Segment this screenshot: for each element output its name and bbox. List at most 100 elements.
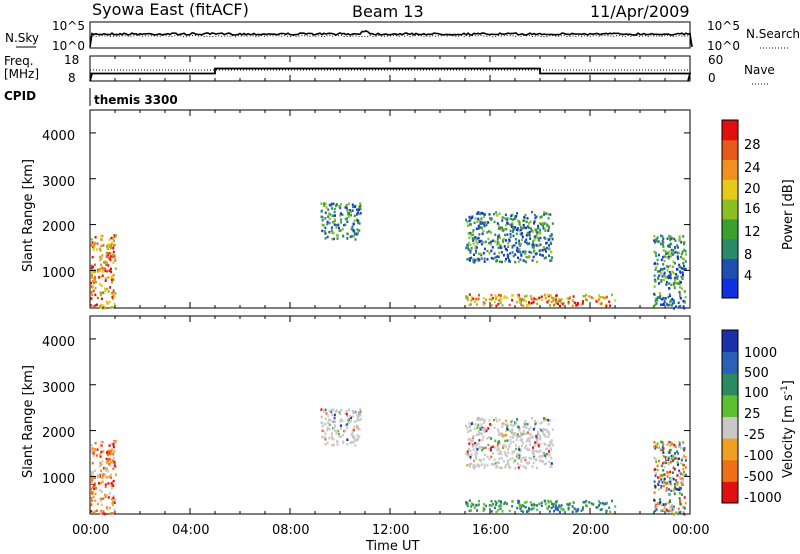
power-echo-cell (661, 235, 664, 238)
velocity-echo-cell (583, 500, 586, 504)
power-echo-cell (539, 253, 541, 256)
velocity-echo-cell (683, 513, 686, 516)
colorbar-swatch (722, 330, 738, 353)
velocity-echo-cell (507, 448, 510, 451)
power-echo-cell (664, 255, 667, 259)
velocity-echo-cell (481, 417, 484, 421)
velocity-echo-cell (533, 444, 536, 448)
velocity-echo-cell (102, 512, 105, 515)
velocity-echo-cell (546, 506, 549, 510)
power-echo-cell (554, 296, 557, 300)
velocity-echo-cell (523, 501, 526, 504)
velocity-echo-cell (344, 429, 347, 432)
colorbar-swatch (722, 278, 738, 299)
velocity-echo-cell (679, 445, 681, 448)
velocity-echo-cell (466, 450, 469, 454)
power-echo-cell (538, 222, 541, 225)
velocity-echo-cell (356, 424, 358, 428)
power-echo-cell (684, 267, 687, 271)
power-echo-cell (567, 302, 570, 305)
velocity-echo-cell (96, 476, 99, 479)
velocity-echo-cell (550, 506, 553, 510)
power-echo-cell (105, 263, 108, 267)
power-echo-cell (353, 219, 356, 222)
velocity-echo-cell (672, 471, 674, 474)
power-echo-cell (479, 222, 482, 225)
velocity-echo-cell (485, 429, 488, 433)
velocity-echo-cell (676, 481, 679, 484)
velocity-echo-cell (95, 454, 98, 457)
power-echo-cell (482, 252, 485, 255)
power-echo-cell (469, 218, 472, 221)
velocity-echo-cell (605, 510, 608, 514)
velocity-ytick-2000: 2000 (42, 426, 75, 441)
power-echo-cell (550, 256, 553, 259)
velocity-echo-cell (539, 437, 542, 440)
power-echo-cell (333, 210, 336, 214)
power-echo-cell (482, 300, 485, 304)
velocity-echo-cell (672, 505, 675, 508)
power-echo-cell (576, 303, 578, 307)
velocity-echo-cell (506, 439, 509, 442)
velocity-echo-cell (338, 435, 341, 438)
power-echo-cell (576, 302, 579, 305)
nsearch-label: N.Search (746, 27, 800, 41)
power-echo-cell (566, 297, 569, 300)
power-echo-cell (512, 230, 514, 233)
velocity-echo-cell (656, 464, 659, 468)
power-echo-cell (479, 212, 482, 216)
power-echo-cell (673, 277, 676, 280)
power-echo-cell (520, 253, 523, 256)
power-echo-cell (674, 280, 676, 283)
velocity-echo-cell (521, 433, 524, 436)
velocity-echo-cell (671, 508, 674, 511)
velocity-echo-cell (669, 444, 672, 448)
power-echo-cell (110, 236, 113, 240)
velocity-echo-cell (101, 480, 104, 483)
velocity-echo-cell (476, 452, 478, 455)
power-echo-cell (663, 267, 666, 270)
power-echo-cell (330, 202, 333, 206)
velocity-echo-cell (109, 464, 112, 468)
power-echo-cell (678, 237, 681, 240)
velocity-echo-cell (668, 451, 671, 454)
power-cbar-tick-16: 16 (744, 202, 761, 217)
velocity-echo-cell (550, 465, 553, 468)
power-echo-cell (494, 233, 497, 237)
power-echo-cell (92, 289, 95, 293)
power-echo-cell (683, 307, 686, 310)
power-echo-cell (100, 293, 102, 297)
power-echo-cell (359, 207, 362, 211)
velocity-echo-cell (100, 440, 103, 444)
velocity-echo-cell (683, 507, 686, 510)
power-echo-cell (489, 217, 491, 220)
velocity-echo-cell (545, 456, 547, 459)
power-echo-cell (673, 286, 676, 290)
velocity-echo-cell (513, 450, 516, 453)
velocity-echo-cell (90, 444, 93, 447)
velocity-echo-cell (493, 426, 496, 430)
power-echo-cell (683, 290, 686, 293)
power-echo-cell (493, 212, 495, 216)
power-echo-cell (517, 256, 519, 260)
velocity-echo-cell (516, 418, 519, 421)
velocity-echo-cell (332, 427, 335, 430)
velocity-echo-cell (606, 501, 608, 505)
power-echo-cell (100, 263, 103, 266)
velocity-echo-cell (474, 442, 477, 445)
power-echo-cell (106, 287, 109, 291)
power-echo-cell (668, 287, 671, 290)
power-echo-cell (534, 235, 537, 238)
power-echo-cell (332, 221, 335, 224)
power-echo-cell (586, 298, 589, 302)
velocity-echo-cell (656, 502, 659, 505)
velocity-echo-cell (653, 445, 655, 448)
velocity-echo-cell (359, 418, 362, 421)
power-echo-cell (336, 223, 338, 227)
velocity-echo-cell (519, 505, 522, 509)
velocity-echo-cell (468, 509, 471, 513)
velocity-echo-cell (660, 509, 662, 512)
velocity-echo-cell (90, 487, 93, 491)
power-echo-cell (91, 293, 94, 297)
velocity-echo-cell (667, 482, 670, 486)
